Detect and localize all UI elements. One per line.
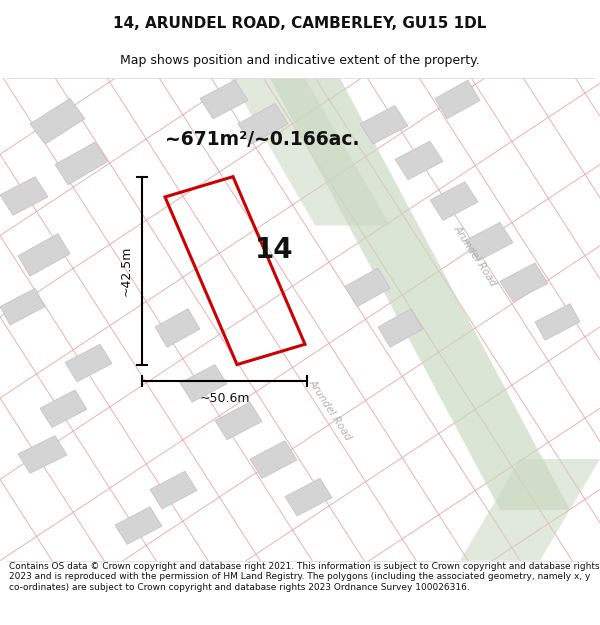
Polygon shape [460,459,600,561]
Text: 14: 14 [254,236,293,264]
Text: Arundel Road: Arundel Road [452,224,499,288]
Polygon shape [435,80,480,119]
Polygon shape [430,182,478,221]
Polygon shape [378,309,423,348]
Polygon shape [535,304,580,340]
Text: ~50.6m: ~50.6m [199,392,250,404]
Polygon shape [250,441,297,478]
Polygon shape [465,222,513,261]
Polygon shape [285,478,332,516]
Polygon shape [270,78,570,510]
Text: Contains OS data © Crown copyright and database right 2021. This information is : Contains OS data © Crown copyright and d… [9,562,599,592]
Text: 14, ARUNDEL ROAD, CAMBERLEY, GU15 1DL: 14, ARUNDEL ROAD, CAMBERLEY, GU15 1DL [113,16,487,31]
Polygon shape [115,507,162,544]
Polygon shape [200,80,248,119]
Polygon shape [55,142,108,185]
Polygon shape [180,364,227,402]
Polygon shape [150,471,197,509]
Text: ~671m²/~0.166ac.: ~671m²/~0.166ac. [165,129,359,149]
Polygon shape [215,402,262,440]
Polygon shape [18,436,67,473]
Text: ~42.5m: ~42.5m [119,246,133,296]
Polygon shape [0,288,45,325]
Polygon shape [30,99,85,144]
Text: Map shows position and indicative extent of the property.: Map shows position and indicative extent… [120,54,480,68]
Text: Arundel Road: Arundel Road [307,378,353,442]
Polygon shape [65,344,112,382]
Polygon shape [0,177,48,215]
Polygon shape [230,78,390,226]
Polygon shape [345,268,390,307]
Polygon shape [155,309,200,348]
Polygon shape [500,263,548,302]
Polygon shape [238,104,288,144]
Polygon shape [395,141,443,180]
Polygon shape [18,234,70,276]
Polygon shape [40,390,87,428]
Polygon shape [360,106,408,144]
